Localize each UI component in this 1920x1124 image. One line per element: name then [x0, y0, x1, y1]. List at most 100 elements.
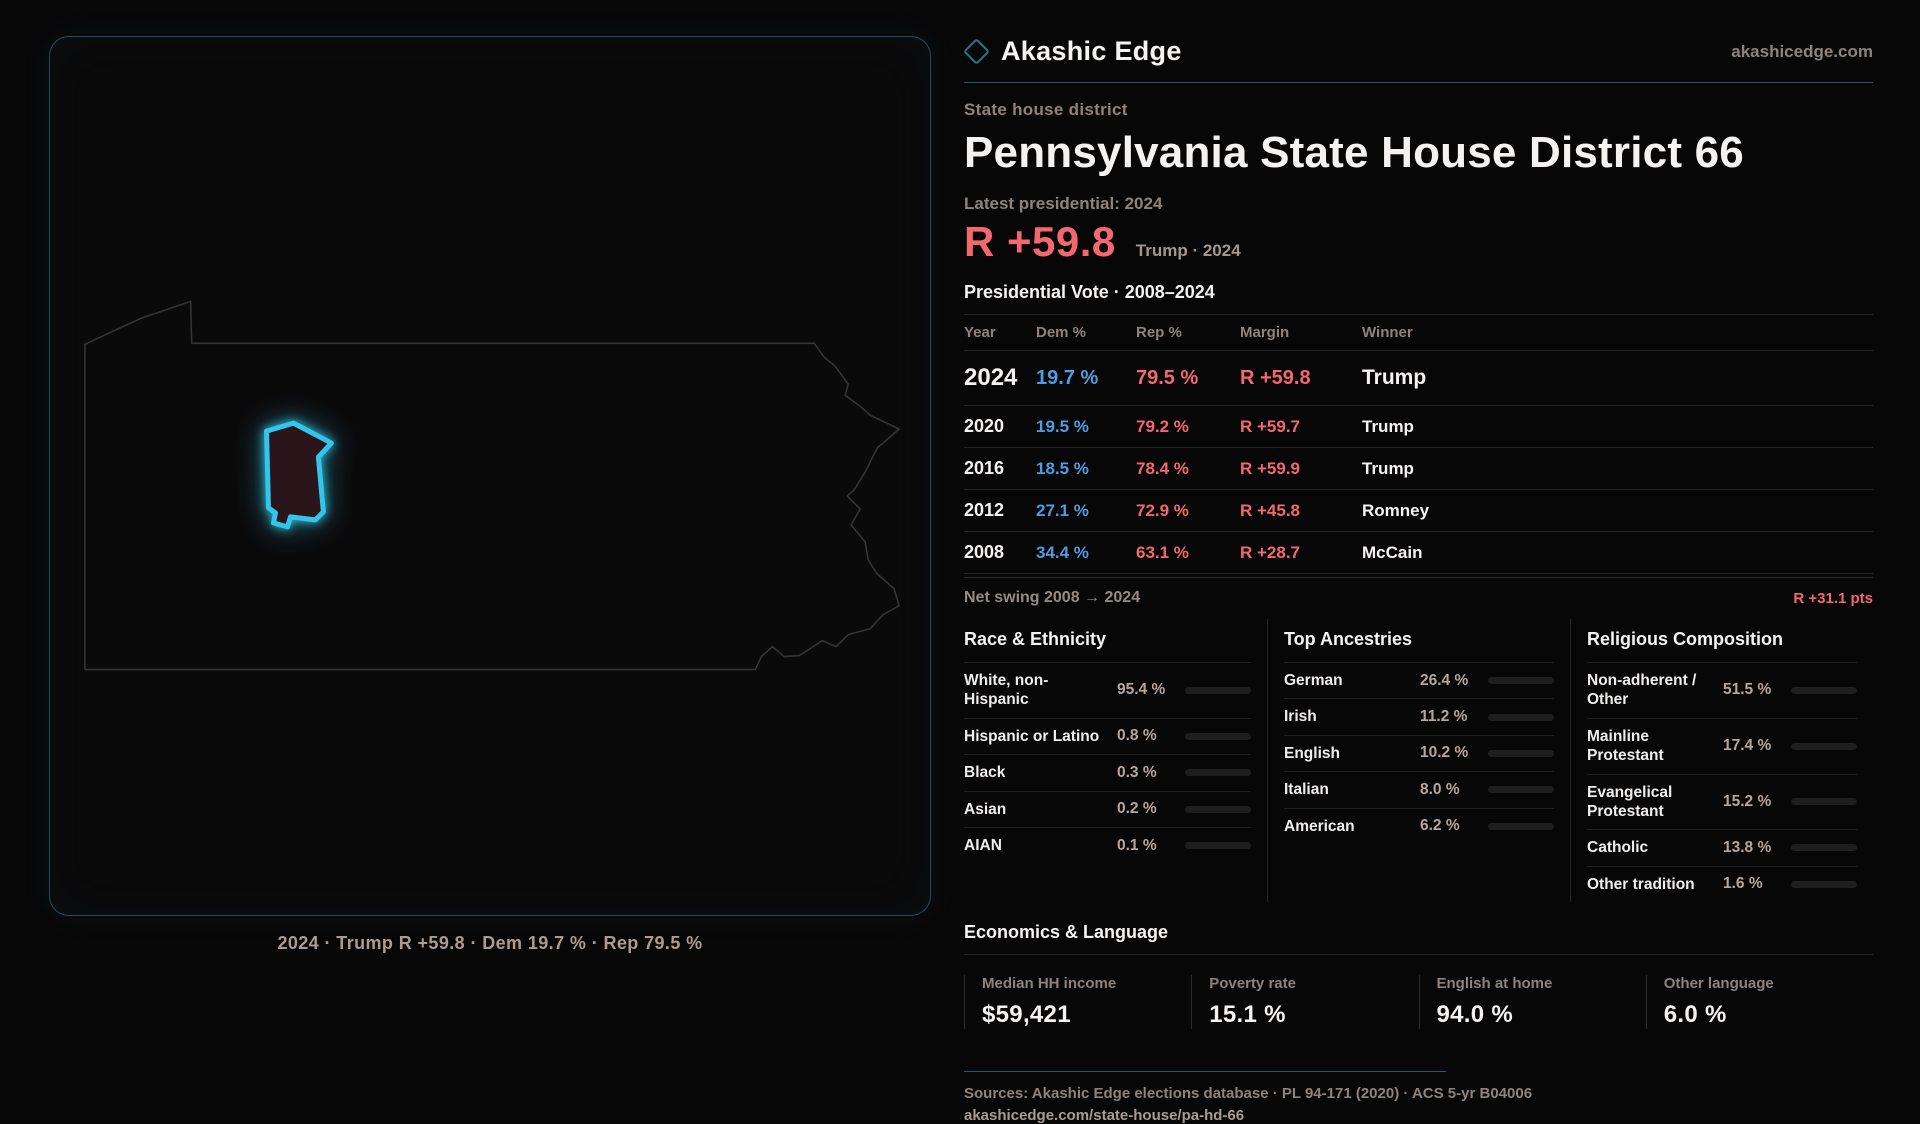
- vote-table-header: Year Dem % Rep % Margin Winner: [964, 315, 1873, 351]
- page-title: Pennsylvania State House District 66: [964, 128, 1744, 177]
- vote-row-2008: 2008 34.4 % 63.1 % R +28.7 McCain: [964, 532, 1873, 574]
- vote-dem: 18.5 %: [1036, 458, 1089, 478]
- vote-rep: 78.4 %: [1136, 458, 1189, 478]
- district-map-panel: [49, 36, 931, 916]
- demo-value: 0.8 %: [1117, 727, 1157, 745]
- page: 2024 · Trump R +59.8 · Dem 19.7 % · Rep …: [49, 36, 1873, 1124]
- demo-bar-track: [1488, 749, 1554, 757]
- vote-year: 2024: [964, 364, 1018, 391]
- footer: Sources: Akashic Edge elections database…: [964, 1071, 1873, 1124]
- demo-bar-track: [1185, 732, 1251, 740]
- stat-english-at-home: English at home 94.0 %: [1418, 975, 1646, 1029]
- demo-bar-track: [1185, 769, 1251, 777]
- stat-poverty-rate: Poverty rate 15.1 %: [1191, 975, 1418, 1029]
- panel-title-religious-composition: Religious Composition: [1587, 629, 1783, 649]
- demographics-panels: Race & Ethnicity White, non-Hispanic 95.4 …: [964, 619, 1873, 902]
- demo-bar-track: [1791, 798, 1857, 806]
- demo-label: Italian: [1284, 781, 1329, 799]
- demo-row-irish: Irish 11.2 %: [1284, 698, 1554, 734]
- demo-value: 51.5 %: [1723, 681, 1772, 699]
- vote-winner: Trump: [1362, 458, 1414, 478]
- demo-bar-track: [1488, 786, 1554, 794]
- stat-value: $59,421: [982, 1001, 1071, 1028]
- demo-bar-track: [1185, 805, 1251, 813]
- demo-label: Irish: [1284, 708, 1317, 726]
- demo-value: 15.2 %: [1723, 792, 1772, 810]
- demo-label: White, non-Hispanic: [964, 672, 1049, 709]
- vote-table-title: Presidential Vote · 2008–2024: [964, 282, 1873, 315]
- district-66-shape: [264, 420, 334, 530]
- demo-row-black: Black 0.3 %: [964, 754, 1251, 790]
- demo-value: 95.4 %: [1117, 681, 1166, 699]
- demo-value: 10.2 %: [1420, 744, 1469, 762]
- demo-value: 0.3 %: [1117, 763, 1157, 781]
- detail-column: Akashic Edge akashicedge.com State house…: [963, 36, 1873, 1124]
- stat-median-hh-income: Median HH income $59,421: [964, 975, 1191, 1029]
- column-header-year: Year: [964, 324, 996, 341]
- panel-title-race-ethnicity: Race & Ethnicity: [964, 629, 1107, 649]
- vote-dem: 34.4 %: [1036, 542, 1089, 562]
- vote-winner: McCain: [1362, 542, 1423, 562]
- vote-margin: R +28.7: [1240, 542, 1301, 562]
- demo-label: Asian: [964, 800, 1007, 818]
- demo-bar-track: [1488, 677, 1554, 685]
- economics-stats: Median HH income $59,421 Poverty rate 15.1 …: [964, 975, 1873, 1029]
- column-header-dem: Dem %: [1036, 324, 1087, 341]
- vote-rep: 72.9 %: [1136, 500, 1189, 520]
- vote-year: 2016: [964, 458, 1005, 478]
- vote-margin: R +59.9: [1240, 458, 1301, 478]
- vote-dem: 27.1 %: [1036, 500, 1089, 520]
- map-column: 2024 · Trump R +59.8 · Dem 19.7 % · Rep …: [49, 36, 931, 1080]
- demo-row-non-adherent-other: Non-adherent / Other 51.5 %: [1587, 662, 1857, 718]
- demo-bar-track: [1185, 842, 1251, 850]
- panel-top-ancestries: Top Ancestries German 26.4 % Irish 11.2 % Eng…: [1267, 619, 1570, 902]
- column-header-margin: Margin: [1240, 324, 1290, 341]
- pennsylvania-map: [84, 300, 900, 671]
- panel-race-ethnicity: Race & Ethnicity White, non-Hispanic 95.4 …: [964, 619, 1267, 902]
- demo-value: 17.4 %: [1723, 737, 1772, 755]
- demo-value: 13.8 %: [1723, 838, 1772, 856]
- headline-margin: R +59.8 Trump · 2024: [964, 218, 1873, 266]
- net-swing-row: Net swing 2008 → 2024 R +31.1 pts: [964, 577, 1873, 615]
- sources-line: Sources: Akashic Edge elections database…: [964, 1085, 1533, 1102]
- demo-bar-track: [1791, 742, 1857, 750]
- demo-label: German: [1284, 672, 1343, 689]
- demo-label: Hispanic or Latino: [964, 727, 1100, 745]
- site-link[interactable]: akashicedge.com: [1731, 41, 1873, 61]
- vote-winner: Trump: [1362, 416, 1414, 436]
- stat-label: Poverty rate: [1209, 975, 1296, 992]
- demo-label: Other tradition: [1587, 875, 1695, 893]
- demo-row-asian: Asian 0.2 %: [964, 790, 1251, 827]
- vote-rep: 63.1 %: [1136, 542, 1189, 562]
- kicker: State house district: [964, 100, 1128, 119]
- header: Akashic Edge akashicedge.com: [963, 36, 1873, 83]
- demo-label: Black: [964, 764, 1006, 782]
- stat-value: 94.0 %: [1436, 1001, 1514, 1028]
- vote-margin: R +45.8: [1240, 500, 1301, 520]
- demo-value: 8.0 %: [1420, 780, 1460, 798]
- stat-value: 15.1 %: [1209, 1001, 1286, 1028]
- demo-value: 1.6 %: [1723, 875, 1763, 893]
- vote-row-2016: 2016 18.5 % 78.4 % R +59.9 Trump: [964, 448, 1873, 490]
- demo-label: English: [1284, 744, 1340, 762]
- demo-bar-track: [1488, 822, 1554, 830]
- demo-row-aian: AIAN 0.1 %: [964, 826, 1251, 863]
- vote-rep: 79.2 %: [1136, 416, 1189, 436]
- stat-label: Other language: [1663, 975, 1774, 992]
- demo-value: 11.2 %: [1420, 708, 1468, 726]
- vote-row-2012: 2012 27.1 % 72.9 % R +45.8 Romney: [964, 490, 1873, 532]
- vote-year: 2020: [964, 416, 1005, 436]
- demo-label: AIAN: [964, 836, 1002, 854]
- demo-bar-track: [1185, 686, 1251, 694]
- demo-row-mainline-protestant: Mainline Protestant 17.4 %: [1587, 717, 1857, 774]
- panel-religious-composition: Religious Composition Non-adherent / Othe…: [1570, 619, 1873, 902]
- demo-row-catholic: Catholic 13.8 %: [1587, 829, 1857, 865]
- demo-label: Catholic: [1587, 839, 1649, 857]
- demo-row-english: English 10.2 %: [1284, 734, 1554, 771]
- vote-dem: 19.5 %: [1036, 416, 1089, 436]
- demo-row-american: American 6.2 %: [1284, 807, 1554, 844]
- diamond-icon: [963, 38, 990, 65]
- demo-value: 26.4 %: [1420, 671, 1469, 689]
- permalink[interactable]: akashicedge.com/state-house/pa-hd-66: [964, 1107, 1245, 1124]
- demo-row-italian: Italian 8.0 %: [1284, 771, 1554, 807]
